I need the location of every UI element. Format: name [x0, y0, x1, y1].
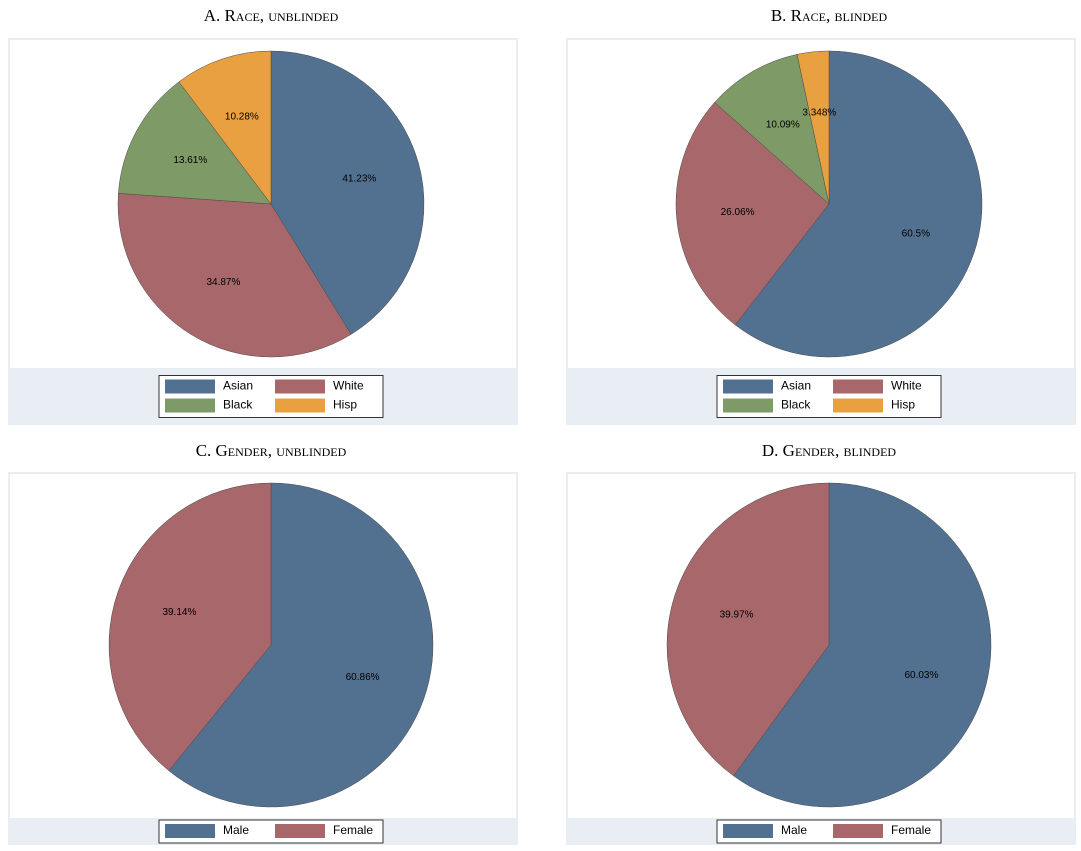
pie-slice — [796, 50, 830, 205]
slice-label: 39.97% — [720, 610, 754, 621]
pie-slice — [108, 482, 272, 772]
slice-label: 3.348% — [802, 107, 836, 118]
legend-swatch — [165, 398, 215, 413]
legend-swatch — [275, 398, 325, 413]
pie-slice — [714, 54, 830, 205]
legend-swatch — [723, 398, 773, 413]
legend-label: Black — [223, 398, 253, 412]
pie-slice — [117, 193, 352, 358]
legend-swatch — [165, 379, 215, 394]
legend-label: Male — [223, 823, 249, 837]
chart-title: A. Race, unblinded — [204, 6, 339, 25]
pie-slice — [733, 482, 992, 808]
pie-slice — [675, 102, 830, 326]
legend-label: Asian — [223, 379, 253, 393]
legend-swatch — [165, 824, 215, 838]
legend-label: White — [891, 379, 922, 393]
slice-label: 10.28% — [225, 112, 259, 123]
slice-label: 41.23% — [342, 174, 376, 185]
legend-label: Hisp — [333, 398, 357, 412]
slice-label: 39.14% — [162, 607, 196, 618]
legend-swatch — [833, 824, 883, 838]
legend-label: White — [333, 379, 364, 393]
legend-label: Hisp — [891, 398, 915, 412]
legend-label: Female — [333, 823, 373, 837]
slice-label: 34.87% — [206, 277, 240, 288]
slice-label: 26.06% — [721, 207, 755, 218]
slice-label: 10.09% — [766, 119, 800, 130]
legend-swatch — [275, 379, 325, 394]
chart-title: D. Gender, blinded — [762, 441, 897, 460]
legend-swatch — [723, 379, 773, 394]
legend-label: Black — [781, 398, 811, 412]
legend-swatch — [275, 824, 325, 838]
pie-slice — [178, 50, 272, 205]
slice-label: 13.61% — [173, 155, 207, 166]
chart-title: C. Gender, unblinded — [196, 441, 347, 460]
chart-title: B. Race, blinded — [771, 6, 888, 25]
legend-label: Male — [781, 823, 807, 837]
slice-label: 60.5% — [902, 228, 930, 239]
pie-slice — [270, 50, 425, 335]
slice-label: 60.86% — [346, 672, 380, 683]
slice-label: 60.03% — [904, 670, 938, 681]
pie-slice — [168, 482, 434, 808]
pie-slice — [734, 50, 983, 358]
pie-slice — [666, 482, 830, 777]
legend-swatch — [833, 398, 883, 413]
legend-swatch — [833, 379, 883, 394]
legend-label: Asian — [781, 379, 811, 393]
pie-slice — [118, 81, 272, 205]
legend-label: Female — [891, 823, 931, 837]
legend-swatch — [723, 824, 773, 838]
